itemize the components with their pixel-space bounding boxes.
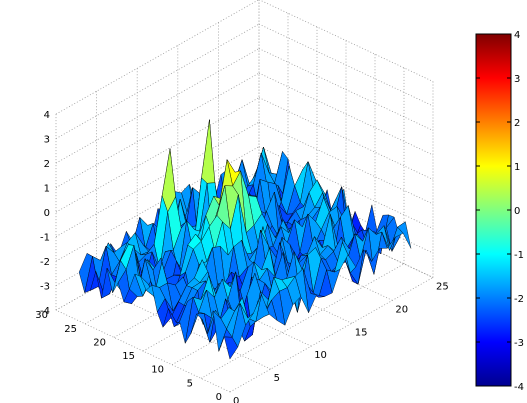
grid-line-z (258, 146, 434, 229)
colorbar-tick-label: 3 (514, 74, 520, 85)
grid-line-z (258, 121, 434, 205)
x-tick-label: 10 (314, 350, 327, 361)
x-tick-label: 5 (274, 373, 280, 384)
z-tick-label: -1 (40, 233, 50, 244)
x-tick-label: 20 (395, 304, 408, 315)
y-tick-label: 20 (93, 337, 106, 348)
z-tick-label: 2 (44, 159, 50, 170)
grid-line-z (258, 97, 434, 180)
axis-ticks: 0 5 10 15 20 25 0 5 10 15 20 25 30-4 -3 -2 -1 0 1 2 3 4 (35, 110, 448, 403)
colorbar-tick-label: -1 (514, 250, 524, 261)
x-tick-label: 15 (355, 327, 368, 338)
colorbar-tick-label: 4 (514, 30, 520, 41)
colorbar-ticks: -4 -3 -2 -1 0 1 2 3 4 (476, 30, 524, 393)
y-tick-label: 15 (122, 351, 135, 362)
colorbar-tick-label: -4 (514, 382, 524, 393)
y-tick-label: 5 (187, 378, 193, 389)
surface-mesh (78, 119, 412, 360)
colorbar-tick-label: 0 (514, 206, 520, 217)
z-tick-label: 1 (44, 184, 50, 195)
grid-line-z (55, 23, 260, 139)
z-tick-label: 3 (44, 135, 50, 146)
grid-line-z (258, 72, 434, 156)
colorbar-tick-label: -2 (514, 294, 524, 305)
grid-line-z (258, 48, 434, 131)
z-tick-label: 4 (44, 110, 50, 121)
colorbar-tick-label: 1 (514, 162, 520, 173)
surface-face (201, 119, 216, 184)
colorbar-scale (475, 33, 512, 387)
z-tick-label: -2 (40, 257, 50, 268)
y-tick-label: 0 (216, 392, 222, 403)
y-tick-label: 30 (35, 310, 48, 321)
colorbar: -4 -3 -2 -1 0 1 2 3 4 (475, 30, 524, 393)
surface-plot-axes: 0 5 10 15 20 25 0 5 10 15 20 25 30-4 -3 -2 -1 0 1 2 3 4 (35, 0, 449, 403)
z-tick-label: -4 (40, 306, 50, 317)
surface-face (224, 336, 239, 360)
grid-line-z (258, 0, 434, 82)
colorbar-tick-label: -3 (514, 338, 524, 349)
colorbar-tick-label: 2 (514, 118, 520, 129)
y-tick-label: 25 (64, 324, 77, 335)
x-tick-label: 25 (436, 282, 449, 293)
grid-line-z (258, 23, 434, 107)
grid-line-z (55, 0, 260, 115)
z-tick-label: -3 (40, 282, 50, 293)
y-tick-label: 10 (151, 365, 164, 376)
z-tick-label: 0 (44, 208, 50, 219)
x-tick-label: 0 (233, 396, 239, 403)
grid-line-z (55, 48, 260, 164)
